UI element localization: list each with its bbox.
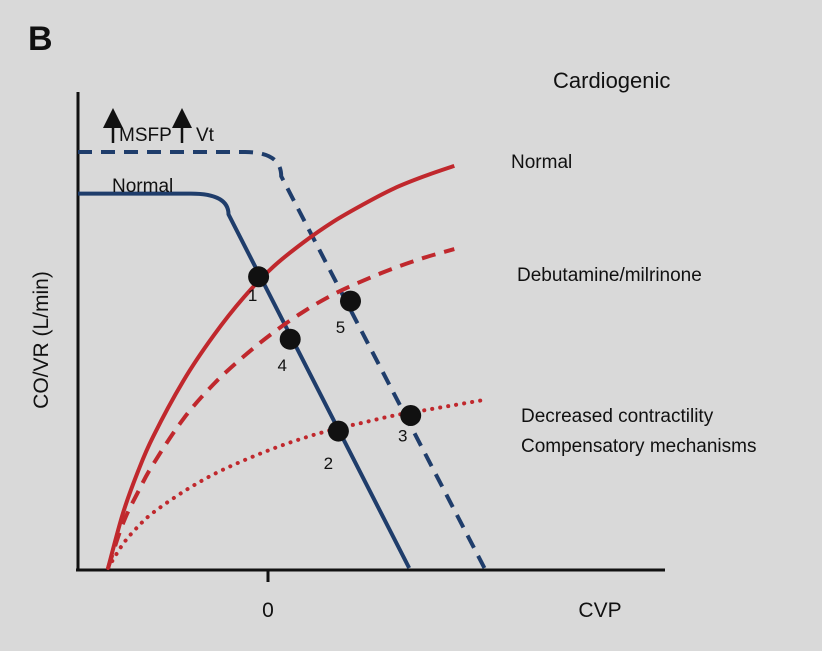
- operating-point-1: [248, 266, 270, 288]
- venous-normal-label: Normal: [112, 176, 173, 197]
- operating-point-label-5: 5: [336, 318, 345, 337]
- operating-point-label-3: 3: [398, 427, 407, 446]
- panel-letter: B: [28, 20, 53, 58]
- operating-point-4: [279, 328, 301, 350]
- operating-point-5: [340, 290, 361, 312]
- operating-point-3: [400, 405, 422, 426]
- operating-point-label-4: 4: [277, 356, 286, 375]
- vt-label: Vt: [196, 125, 215, 146]
- x-axis-label: CVP: [578, 599, 621, 622]
- point-layer: 1 2 3 4 5: [248, 266, 422, 473]
- series-cardiac-function-debutamine-milrinone: [106, 247, 455, 569]
- compensatory-mechanisms-label: Compensatory mechanisms: [521, 436, 756, 457]
- debutamine-label: Debutamine/milrinone: [517, 265, 702, 286]
- series-cardiac-function-decreased-contractility-compensatory-mechanisms: [106, 397, 487, 570]
- msfp-label: MSFP: [119, 125, 172, 146]
- chart-title: Cardiogenic: [553, 68, 670, 93]
- series-venous-return-msfp-vt: [78, 150, 487, 569]
- operating-point-label-2: 2: [324, 454, 333, 473]
- y-axis-label: CO/VR (L/min): [30, 271, 53, 409]
- series-venous-return-normal: [78, 191, 411, 569]
- cardiac-normal-label: Normal: [511, 152, 572, 173]
- x-tick-label-zero: 0: [262, 599, 274, 622]
- operating-point-label-1: 1: [248, 286, 257, 305]
- decreased-contractility-label: Decreased contractility: [521, 406, 714, 427]
- operating-point-2: [327, 420, 349, 442]
